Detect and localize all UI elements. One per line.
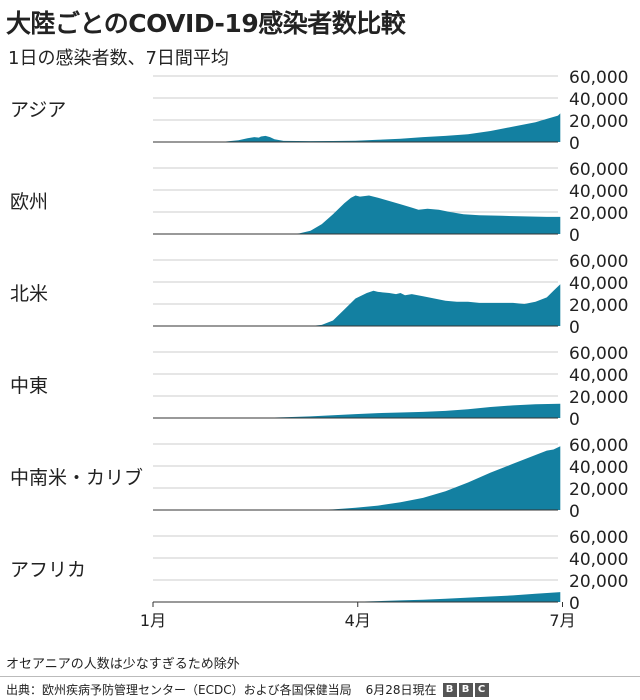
y-tick-label: 0 [569,410,580,430]
footer-divider [0,676,640,677]
panel-label: アフリカ [10,559,86,581]
area-series [153,113,561,142]
y-tick-label: 20,000 [569,112,628,132]
y-tick-label: 20,000 [569,480,628,500]
panel-label: 中東 [10,375,48,397]
chart-title: 大陸ごとのCOVID-19感染者数比較 [6,9,406,38]
source-note: 出典：欧州疾病予防管理センター（ECDC）および各国保健当局 [6,683,352,697]
area-series [153,284,561,326]
y-tick-label: 40,000 [569,550,628,570]
chart-subtitle: 1日の感染者数、7日間平均 [8,48,229,69]
y-tick-label: 20,000 [569,296,628,316]
y-tick-label: 0 [569,318,580,338]
bbc-logo-letter: B [458,682,473,697]
y-tick-label: 60,000 [569,436,628,456]
y-tick-label: 20,000 [569,388,628,408]
y-tick-label: 40,000 [569,274,628,294]
x-tick-label: 4月 [345,611,371,630]
y-tick-label: 60,000 [569,344,628,364]
x-tick-label: 7月 [549,611,575,630]
y-tick-label: 40,000 [569,90,628,110]
panel-label: 中南米・カリブ [10,466,143,489]
y-tick-label: 20,000 [569,572,628,592]
area-series [153,403,561,418]
panel-label: 欧州 [10,191,48,213]
footer: 出典：欧州疾病予防管理センター（ECDC）および各国保健当局 6月28日現在 B… [6,681,489,698]
y-tick-label: 0 [569,594,580,614]
y-tick-label: 40,000 [569,458,628,478]
y-tick-label: 0 [569,134,580,154]
y-tick-label: 0 [569,226,580,246]
bbc-logo: B B C [441,682,489,697]
y-tick-label: 60,000 [569,68,628,88]
panel-label: アジア [10,99,66,121]
y-tick-label: 0 [569,502,580,522]
bbc-logo-letter: C [474,682,489,697]
area-series [153,446,561,510]
y-tick-label: 60,000 [569,252,628,272]
panel-label: 北米 [10,283,48,305]
date-note: 6月28日現在 [365,683,437,697]
y-tick-label: 60,000 [569,160,628,180]
y-tick-label: 60,000 [569,528,628,548]
y-tick-label: 40,000 [569,182,628,202]
area-series [153,195,561,234]
y-tick-label: 40,000 [569,366,628,386]
area-series [153,592,561,602]
footnote: オセアニアの人数は少なすぎるため除外 [6,657,240,672]
small-multiples-chart: アジア020,00040,00060,000欧州020,00040,00060,… [10,68,628,630]
y-tick-label: 20,000 [569,204,628,224]
x-tick-label: 1月 [140,611,166,630]
bbc-logo-letter: B [442,682,457,697]
